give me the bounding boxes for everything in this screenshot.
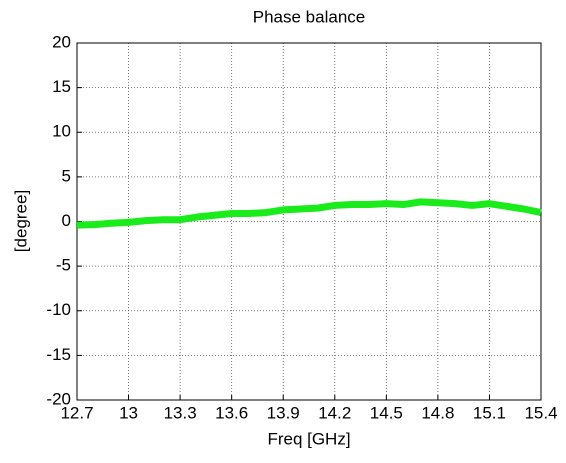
x-axis-label: Freq [GHz] [267, 429, 350, 448]
y-tick-label: -20 [46, 389, 71, 408]
x-tick-label: 13.6 [215, 403, 248, 422]
y-tick-label: 5 [62, 166, 71, 185]
y-tick-label: 10 [52, 122, 71, 141]
x-tick-label: 15.4 [524, 403, 557, 422]
x-tick-label: 15.1 [473, 403, 506, 422]
x-tick-label: 14.5 [370, 403, 403, 422]
data-line [76, 198, 542, 229]
y-tick-label: -15 [46, 345, 71, 364]
x-tick-label: 14.2 [318, 403, 351, 422]
y-tick-label: -5 [56, 256, 71, 275]
plot-frame [76, 42, 542, 401]
y-axis-label: [degree] [11, 190, 30, 252]
x-tick-label: 13.9 [267, 403, 300, 422]
y-tick-label: 15 [52, 77, 71, 96]
y-tick-label: -10 [46, 300, 71, 319]
chart-title: Phase balance [253, 7, 365, 26]
x-tick-label: 13 [119, 403, 138, 422]
x-tick-label: 13.3 [164, 403, 197, 422]
y-tick-label: 0 [62, 211, 71, 230]
x-tick-label: 14.8 [421, 403, 454, 422]
y-tick-label: 20 [52, 32, 71, 51]
x-tick-label: 12.7 [60, 403, 93, 422]
